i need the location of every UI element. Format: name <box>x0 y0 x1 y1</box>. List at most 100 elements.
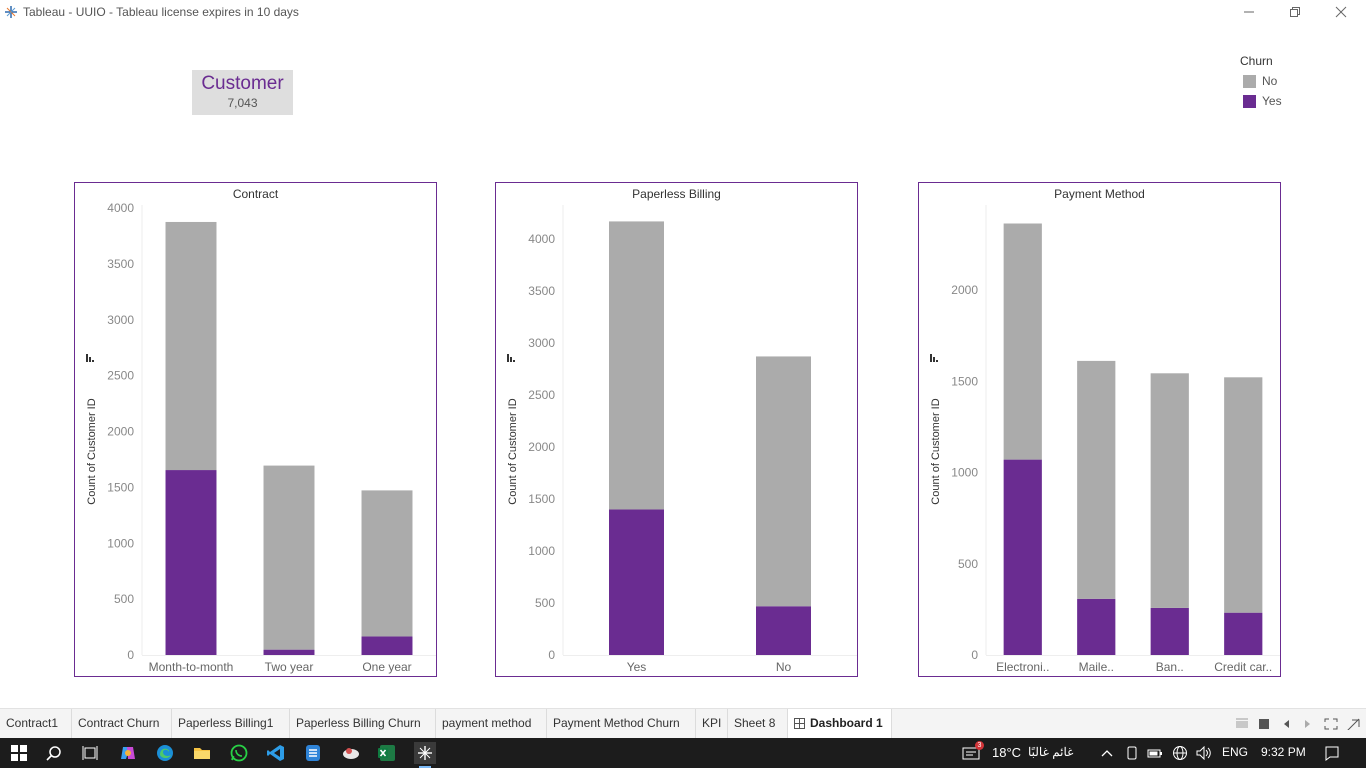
bar-no-yes[interactable] <box>609 221 664 510</box>
input-language[interactable]: ENG <box>1222 745 1249 759</box>
bar-yes-credit-car[interactable] <box>1224 612 1263 655</box>
tab-kpi[interactable]: KPI <box>696 709 728 739</box>
bar-no-maile[interactable] <box>1077 360 1116 599</box>
present-mode-icon[interactable] <box>1346 718 1360 730</box>
tab-sheet-8[interactable]: Sheet 8 <box>728 709 788 739</box>
y-tick-label: 500 <box>958 557 978 571</box>
tab-paperless-billing-churn[interactable]: Paperless Billing Churn <box>290 709 436 739</box>
active-app-indicator <box>419 766 431 768</box>
tabs-view-icon[interactable] <box>1258 718 1270 730</box>
sort-indicator-icon[interactable] <box>86 354 94 362</box>
bar-yes-electroni[interactable] <box>1003 459 1042 655</box>
bar-no-ban[interactable] <box>1150 373 1189 608</box>
y-tick-label: 1000 <box>107 536 134 550</box>
bar-yes-no[interactable] <box>756 606 811 655</box>
tab-dashboard-1[interactable]: Dashboard 1 <box>788 709 892 739</box>
legend-item-no[interactable]: No <box>1240 74 1330 88</box>
bar-no-electroni[interactable] <box>1003 223 1042 460</box>
y-tick-label: 4000 <box>107 201 134 215</box>
bar-yes-month-to-month[interactable] <box>165 470 217 655</box>
fullscreen-icon[interactable] <box>1324 718 1338 730</box>
tab-paperless-billing1[interactable]: Paperless Billing1 <box>172 709 290 739</box>
x-tick-label: Two year <box>265 660 314 674</box>
excel-icon <box>378 745 395 761</box>
bar-no-no[interactable] <box>756 356 811 607</box>
scroll-left-icon[interactable] <box>1282 718 1292 730</box>
close-button[interactable] <box>1318 0 1364 24</box>
taskbar-search-button[interactable] <box>44 743 64 763</box>
churn-legend: Churn No Yes <box>1240 54 1330 108</box>
tab-contract1[interactable]: Contract1 <box>0 709 72 739</box>
bar-yes-maile[interactable] <box>1077 598 1116 655</box>
bar-yes-two-year[interactable] <box>263 649 315 655</box>
contract-chart-panel[interactable]: Contract 0 500 1000 1500 2000 2500 3000 3500 4000… <box>74 182 437 677</box>
task-view-button[interactable] <box>80 743 100 763</box>
tab-payment-method[interactable]: payment method <box>436 709 547 739</box>
tray-notifications[interactable] <box>1322 743 1342 763</box>
tray-news-widget[interactable] <box>962 743 982 763</box>
bar-no-credit-car[interactable] <box>1224 377 1263 613</box>
paperless-billing-chart-panel[interactable]: Paperless Billing 0 500 1000 1500 2000 2500 300… <box>495 182 858 677</box>
chart-title: Payment Method <box>1054 187 1145 201</box>
weather-temperature[interactable]: 18°C <box>992 745 1022 760</box>
kpi-customer-card[interactable]: Customer 7,043 <box>192 70 293 115</box>
speaker-icon <box>1196 746 1211 760</box>
taskbar-edge[interactable] <box>155 743 175 763</box>
taskbar-excel[interactable] <box>377 743 397 763</box>
sort-indicator-icon[interactable] <box>507 354 515 362</box>
taskbar-app-cloud[interactable] <box>341 743 361 763</box>
whatsapp-icon <box>230 744 248 762</box>
y-tick-label: 1000 <box>528 544 555 558</box>
taskbar-vscode[interactable] <box>266 743 286 763</box>
bar-yes-ban[interactable] <box>1150 607 1189 655</box>
news-widget-icon <box>962 747 980 760</box>
tray-battery[interactable] <box>1145 743 1165 763</box>
clock-time[interactable]: 9:32 PM <box>1261 745 1306 759</box>
paperless-billing-chart: Paperless Billing 0 500 1000 1500 2000 2500 300… <box>507 187 857 674</box>
restore-button[interactable] <box>1272 0 1318 24</box>
taskbar-whatsapp[interactable] <box>229 743 249 763</box>
dashboard-grid-icon <box>794 718 805 729</box>
tab-contract-churn[interactable]: Contract Churn <box>72 709 172 739</box>
tab-payment-method-churn[interactable]: Payment Method Churn <box>547 709 696 739</box>
y-axis-label: Count of Customer ID <box>930 398 942 504</box>
y-tick-label: 3500 <box>107 257 134 271</box>
bar-no-two-year[interactable] <box>263 465 315 650</box>
y-tick-label: 1500 <box>107 480 134 494</box>
minimize-icon <box>1244 11 1254 13</box>
bar-yes-yes[interactable] <box>609 509 664 655</box>
minimize-button[interactable] <box>1226 0 1272 24</box>
phone-link-icon <box>1127 746 1137 760</box>
data-studio-icon <box>306 745 320 761</box>
chart-title: Contract <box>233 187 279 201</box>
y-tick-label: 3500 <box>528 284 555 298</box>
legend-item-yes[interactable]: Yes <box>1240 94 1330 108</box>
folder-icon <box>194 748 210 759</box>
taskbar-tableau[interactable] <box>414 742 436 764</box>
bar-no-month-to-month[interactable] <box>165 221 217 471</box>
tray-phone-link[interactable] <box>1122 743 1142 763</box>
restore-icon <box>1290 7 1300 17</box>
bar-yes-one-year[interactable] <box>361 636 413 655</box>
bar-no-one-year[interactable] <box>361 490 413 637</box>
scroll-right-icon[interactable] <box>1302 718 1312 730</box>
title-bar: Tableau - UUIO - Tableau license expires… <box>0 0 1366 24</box>
x-tick-label: One year <box>362 660 411 674</box>
cloud-app-icon <box>343 748 359 759</box>
tray-show-hidden[interactable] <box>1097 743 1117 763</box>
tray-volume[interactable] <box>1194 743 1214 763</box>
taskbar-azure-data-studio[interactable] <box>303 743 323 763</box>
y-tick-label: 2500 <box>107 369 134 383</box>
start-button[interactable] <box>9 743 29 763</box>
y-tick-label: 500 <box>535 596 555 610</box>
taskbar-copilot[interactable] <box>118 743 138 763</box>
y-tick-label: 500 <box>114 592 134 606</box>
taskbar-file-explorer[interactable] <box>192 743 212 763</box>
weather-description[interactable]: غائم غالبًا <box>1028 745 1074 759</box>
sort-indicator-icon[interactable] <box>930 354 938 362</box>
payment-method-chart-panel[interactable]: Payment Method 0 500 1000 1500 2000 Count of C… <box>918 182 1281 677</box>
tray-network[interactable] <box>1170 743 1190 763</box>
x-tick-label: Maile.. <box>1079 660 1114 674</box>
filmstrip-view-icon[interactable] <box>1236 718 1248 730</box>
